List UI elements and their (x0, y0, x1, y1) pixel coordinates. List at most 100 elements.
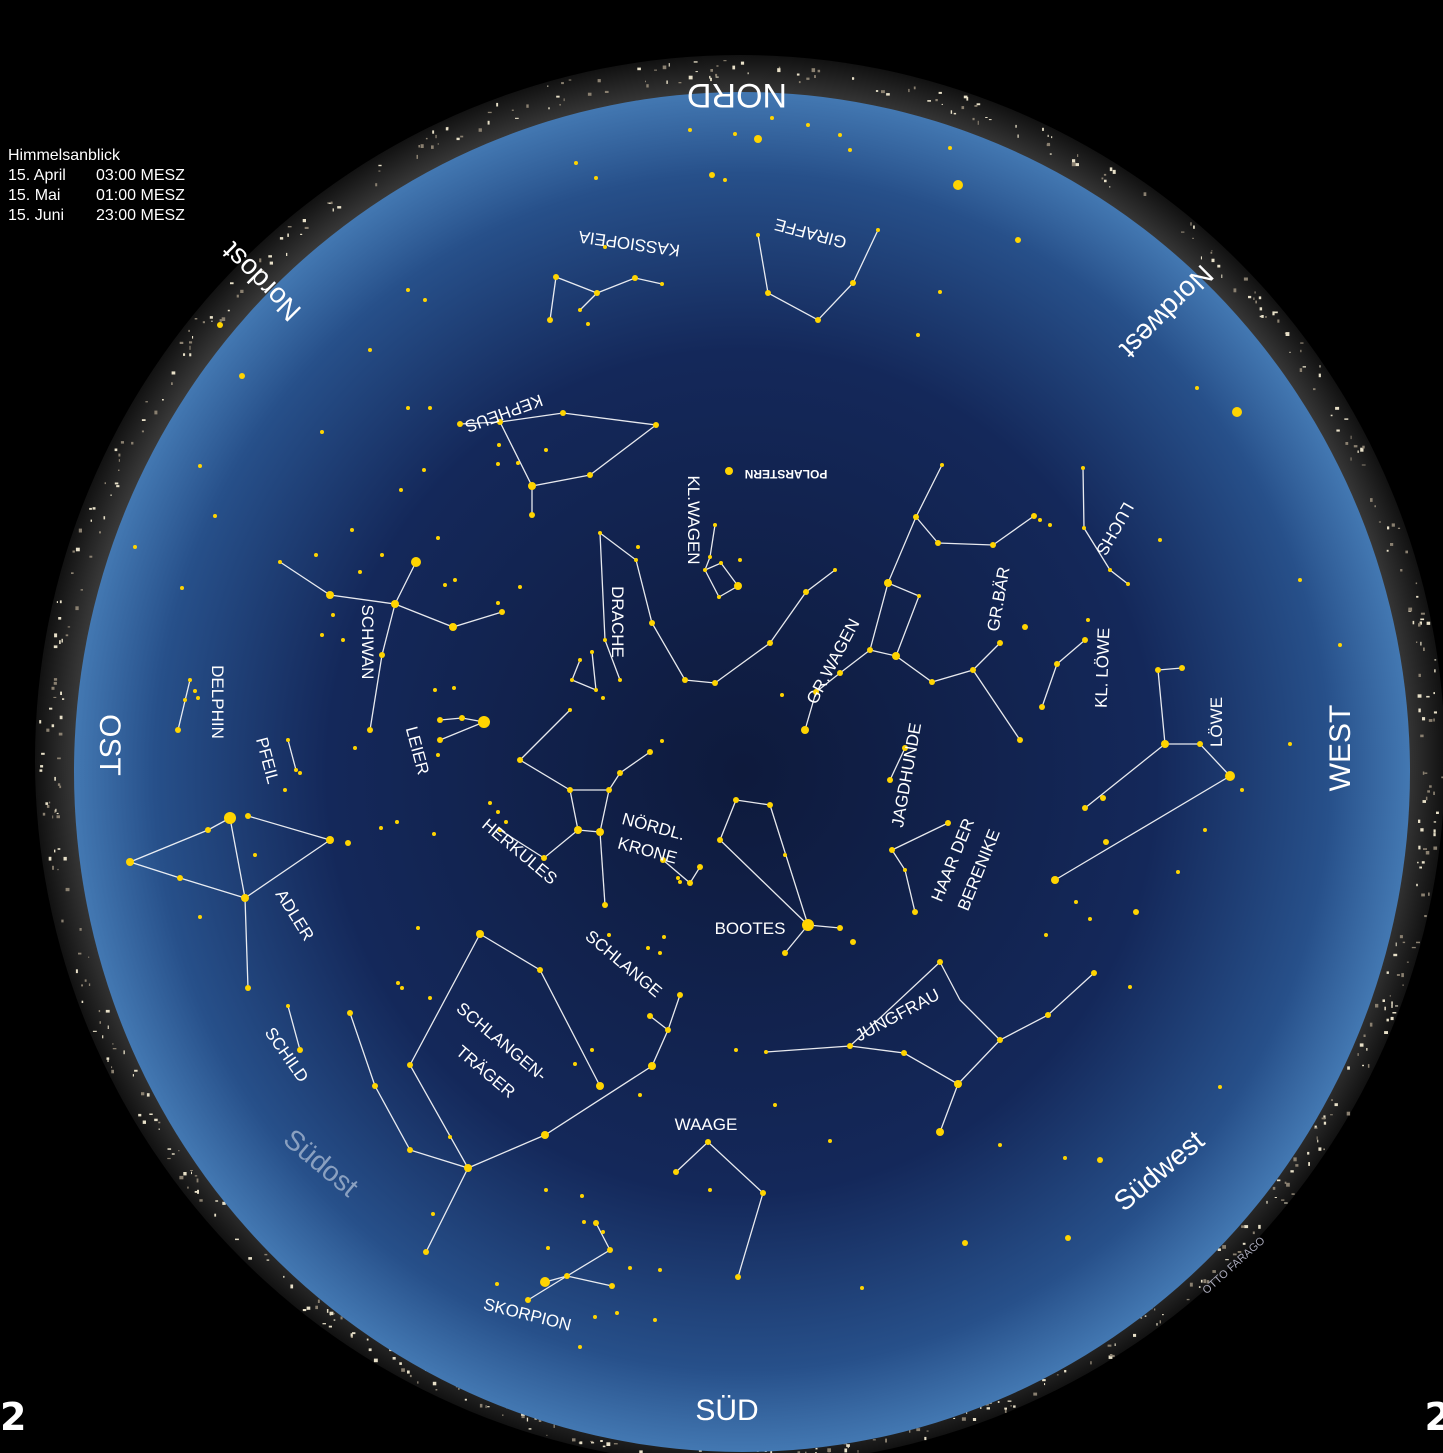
city-light (1090, 1361, 1092, 1365)
city-light (1272, 1186, 1276, 1190)
city-light (1144, 1315, 1147, 1317)
city-light (678, 82, 682, 84)
city-light (1397, 527, 1401, 529)
city-light (1190, 222, 1192, 226)
star (935, 540, 941, 546)
city-light (179, 1175, 184, 1180)
city-light (61, 638, 63, 643)
star (609, 1283, 615, 1289)
city-light (1004, 1409, 1007, 1413)
star (593, 1220, 599, 1226)
city-light (1255, 300, 1257, 304)
city-light (546, 1434, 548, 1436)
constellation-line (1082, 467, 1129, 585)
star (723, 178, 727, 182)
city-light (556, 95, 560, 98)
star (347, 1010, 353, 1016)
star (1048, 523, 1052, 527)
city-light (59, 715, 63, 720)
star (889, 847, 895, 853)
city-light (1420, 641, 1422, 646)
star (448, 1135, 452, 1139)
star (783, 853, 787, 857)
city-light (1387, 526, 1390, 530)
city-light (79, 928, 82, 931)
city-light (709, 75, 711, 79)
constellation-line (349, 994, 681, 1169)
city-light (1405, 550, 1408, 554)
constellation-line (849, 1045, 959, 1133)
star (734, 1048, 738, 1052)
city-light (431, 145, 434, 149)
city-light (1362, 445, 1365, 449)
city-light (1441, 776, 1443, 779)
city-light (418, 145, 420, 148)
label-schwan: SCHWAN (358, 605, 377, 680)
city-light (1200, 1279, 1203, 1283)
city-light (1064, 1370, 1067, 1373)
constellation-line (439, 717, 487, 741)
direction-east: OST (93, 714, 126, 776)
city-light (1286, 1182, 1290, 1187)
star (649, 620, 655, 626)
city-light (1252, 1231, 1255, 1235)
star (1031, 513, 1037, 519)
city-light (1049, 153, 1052, 155)
city-light (1336, 429, 1340, 432)
star (954, 1080, 962, 1088)
star (1054, 661, 1060, 667)
city-light (1433, 692, 1435, 695)
city-light (997, 1401, 1000, 1403)
city-light (1424, 772, 1428, 774)
city-light (1419, 866, 1422, 869)
city-light (852, 77, 854, 80)
city-light (167, 1148, 172, 1150)
city-light (1258, 296, 1262, 300)
star (648, 1062, 656, 1070)
star (860, 1286, 864, 1290)
city-light (57, 868, 59, 871)
city-light (1285, 332, 1290, 336)
city-light (279, 237, 284, 240)
star (929, 679, 935, 685)
constellation-line (649, 1015, 669, 1031)
city-light (378, 170, 381, 172)
city-light (938, 91, 942, 94)
city-light (1101, 177, 1104, 180)
city-light (1112, 1354, 1115, 1358)
city-light (118, 453, 121, 457)
city-light (639, 1450, 643, 1453)
direction-north: NORD (687, 76, 787, 114)
city-light (92, 1030, 97, 1032)
star (940, 463, 944, 467)
constellation-line (527, 1275, 568, 1301)
constellation-line (1056, 639, 1086, 665)
star (1081, 466, 1085, 470)
city-light (698, 1449, 702, 1452)
city-light (637, 67, 641, 71)
star (607, 1247, 613, 1253)
star (476, 930, 484, 938)
star (314, 553, 318, 557)
city-light (1259, 315, 1264, 318)
city-light (572, 1438, 576, 1442)
city-light (337, 206, 342, 209)
city-light (62, 698, 65, 700)
star (205, 827, 211, 833)
star (431, 1212, 435, 1216)
city-light (1357, 1053, 1359, 1056)
star (320, 430, 324, 434)
city-light (587, 92, 592, 96)
city-light (908, 88, 910, 93)
city-light (1433, 791, 1435, 795)
legend-date: 15. Mai (8, 187, 61, 204)
star (573, 1062, 577, 1066)
city-light (798, 81, 801, 84)
page-number-left: 2 (0, 1395, 27, 1439)
star (760, 1190, 766, 1196)
city-light (39, 769, 43, 772)
city-light (1210, 251, 1213, 254)
city-light (1427, 790, 1430, 793)
star (770, 116, 774, 120)
star (677, 992, 683, 998)
